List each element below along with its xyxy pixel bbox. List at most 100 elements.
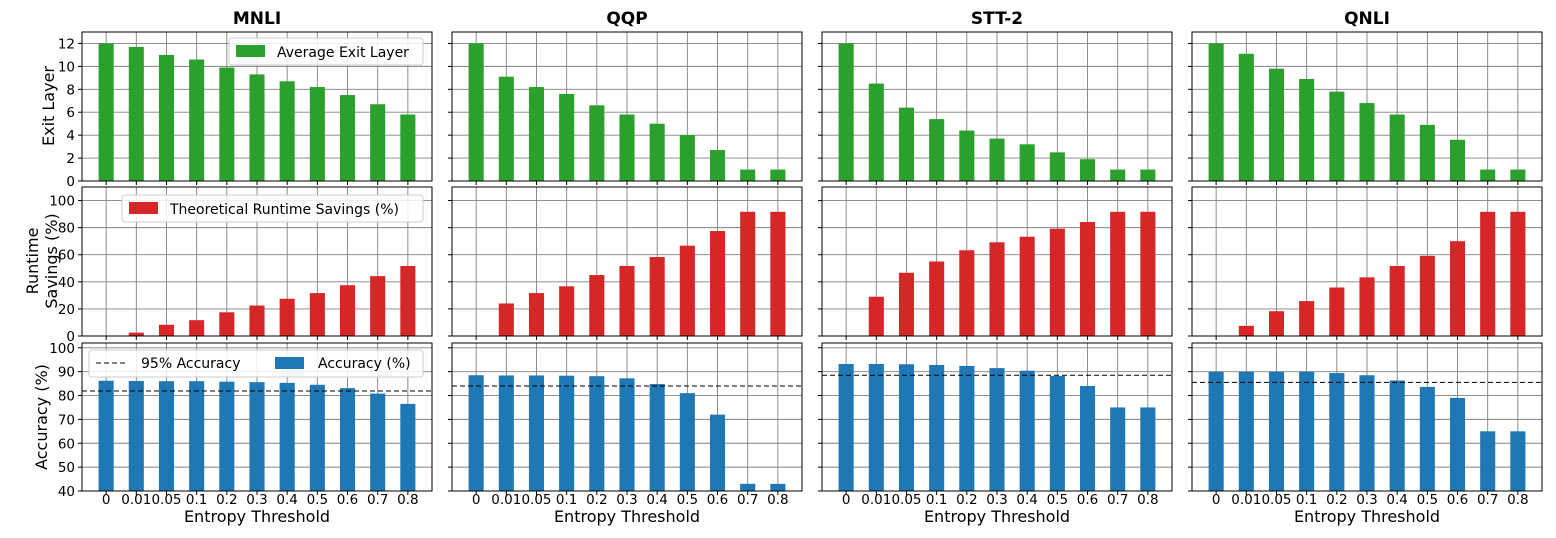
y-tick-label: 60 <box>58 436 75 452</box>
y-tick-label: 90 <box>58 365 75 381</box>
bar-accuracy <box>1449 397 1466 491</box>
x-tick-label: 0.4 <box>1386 492 1407 508</box>
bar-exit <box>128 46 144 182</box>
bar-runtime <box>679 245 695 336</box>
bar-accuracy <box>1019 370 1035 491</box>
bar-accuracy <box>1268 371 1285 491</box>
bar-accuracy <box>649 384 665 491</box>
legend-box <box>88 349 424 378</box>
bar-exit <box>1268 68 1285 181</box>
bar-exit <box>959 130 975 181</box>
bar-exit <box>1299 78 1315 181</box>
bar-exit <box>1238 53 1254 181</box>
y-tick-label: 10 <box>58 59 75 75</box>
bar-accuracy <box>249 382 265 491</box>
bar-accuracy <box>898 364 915 491</box>
y-axis-label-line: Exit Layer <box>39 66 58 146</box>
legend-label: 95% Accuracy <box>141 356 240 372</box>
bar-accuracy <box>528 375 545 491</box>
bar-runtime <box>158 324 175 336</box>
x-tick-label: 0.6 <box>707 492 728 508</box>
subplot-column-qnli: QNLI 0 0.01 0.05 0.1 0.2 0.3 0.4 0.5 0.6 0.7 0.8 Ent… <box>1188 9 1543 526</box>
bar-exit <box>219 67 235 181</box>
subplot-column-mnli: MNLI 0 2 4 6 8 10 12 Average Exit Layer 0 20 40 60 80… <box>49 9 433 526</box>
legend-label: Theoretical Runtime Savings (%) <box>169 202 399 218</box>
bar-accuracy <box>498 375 514 491</box>
x-tick-label: 0.4 <box>646 492 667 508</box>
bar-accuracy <box>1299 371 1315 491</box>
x-tick-label: 0.5 <box>677 492 698 508</box>
bar-runtime <box>1389 265 1405 336</box>
y-axis-label: Exit Layer <box>39 66 58 146</box>
y-tick-label: 70 <box>58 412 75 428</box>
bar-runtime <box>189 320 205 336</box>
bar-accuracy <box>959 365 975 491</box>
bar-accuracy <box>838 364 854 491</box>
bar-exit <box>929 119 945 181</box>
bar-exit <box>770 169 786 181</box>
panel-accuracy: 0 0.01 0.05 0.1 0.2 0.3 0.4 0.5 0.6 0.7 0.8 Entropy… <box>448 342 803 526</box>
bar-runtime <box>589 275 605 336</box>
panel-runtime <box>448 186 803 340</box>
bar-runtime <box>1079 221 1096 336</box>
x-tick-label: 0.6 <box>337 492 358 508</box>
x-tick-label: 0 <box>1212 492 1221 508</box>
subplot-title: QNLI <box>1344 9 1390 29</box>
x-tick-label: 0.05 <box>891 492 921 508</box>
x-tick-label: 0.05 <box>521 492 551 508</box>
bar-accuracy <box>468 375 484 491</box>
bar-exit <box>740 169 756 181</box>
x-tick-label: 0.05 <box>1261 492 1291 508</box>
subplot-title: STT-2 <box>971 9 1023 29</box>
x-tick-label: 0.01 <box>1231 492 1261 508</box>
x-tick-label: 0.7 <box>367 492 388 508</box>
panel-accuracy: 0 0.01 0.05 0.1 0.2 0.3 0.4 0.5 0.6 0.7 0.8 Entropy… <box>818 342 1173 526</box>
x-tick-label: 0.01 <box>491 492 521 508</box>
bar-exit <box>709 150 726 181</box>
x-tick-label: 0.1 <box>926 492 947 508</box>
x-tick-label: 0.8 <box>1507 492 1528 508</box>
x-tick-label: 0 <box>842 492 851 508</box>
bar-runtime <box>219 312 235 336</box>
x-tick-label: 0.2 <box>586 492 607 508</box>
y-axis-label-line: Accuracy (%) <box>32 364 51 470</box>
bar-runtime <box>1140 211 1156 336</box>
bar-accuracy <box>1079 385 1096 491</box>
x-tick-label: 0.01 <box>121 492 151 508</box>
bar-runtime <box>1510 211 1526 336</box>
bar-runtime <box>1238 325 1254 336</box>
x-tick-label: 0.4 <box>276 492 297 508</box>
bar-accuracy <box>1510 431 1526 491</box>
bar-exit <box>1480 169 1496 181</box>
y-tick-label: 6 <box>66 105 75 121</box>
bar-exit <box>1389 114 1405 181</box>
y-tick-label: 4 <box>66 128 75 144</box>
bar-accuracy <box>189 381 205 491</box>
bar-accuracy <box>1329 373 1345 491</box>
bar-accuracy <box>1419 386 1435 491</box>
y-tick-label: 0 <box>66 329 75 345</box>
bar-accuracy <box>279 382 295 491</box>
bar-accuracy <box>929 364 945 491</box>
bar-accuracy <box>370 393 386 491</box>
bar-runtime <box>1329 287 1345 336</box>
x-tick-label: 0.5 <box>1047 492 1068 508</box>
legend-swatch <box>275 357 304 369</box>
x-tick-label: 0.8 <box>397 492 418 508</box>
bar-exit <box>339 95 356 181</box>
bar-accuracy <box>400 403 416 491</box>
subplot-column-qqp: QQP 0 0.01 0.05 0.1 0.2 0.3 0.4 0.5 0.6 0.7 0.8 Entr… <box>448 9 803 526</box>
bar-exit <box>1110 169 1126 181</box>
y-tick-label: 8 <box>66 82 75 98</box>
legend-label: Average Exit Layer <box>277 45 409 61</box>
bar-exit <box>619 114 635 181</box>
bar-exit <box>559 93 575 181</box>
bar-runtime <box>528 293 545 336</box>
bar-exit <box>1019 144 1035 181</box>
x-tick-label: 0.5 <box>1417 492 1438 508</box>
x-tick-label: 0.1 <box>556 492 577 508</box>
bar-accuracy <box>989 368 1005 491</box>
bar-runtime <box>649 257 665 336</box>
bar-accuracy <box>1140 407 1156 491</box>
